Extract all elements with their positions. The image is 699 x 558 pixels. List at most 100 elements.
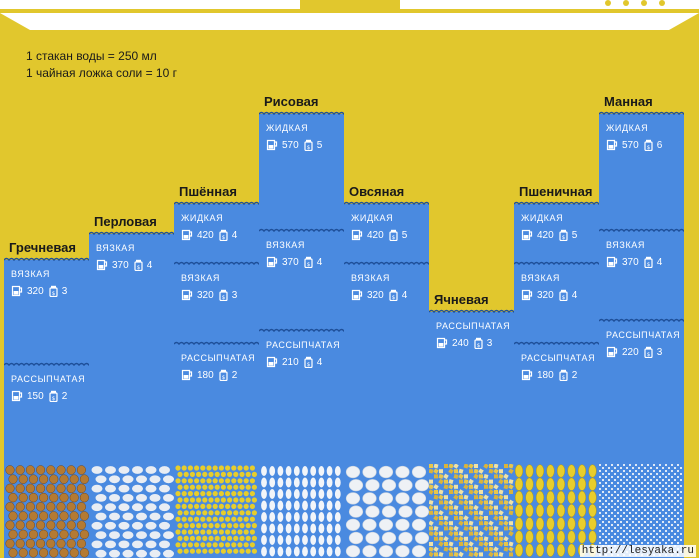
consistency-label: ЖИДКАЯ: [351, 213, 394, 223]
grain-texture: [174, 464, 259, 558]
water-amount: 180: [197, 369, 214, 381]
measuring-jug-icon: [266, 356, 278, 368]
consistency-label: ВЯЗКАЯ: [181, 273, 220, 283]
svg-text:$: $: [391, 235, 395, 241]
wave-line: [599, 318, 684, 324]
measuring-jug-icon: [351, 229, 363, 241]
salt-amount: 4: [316, 256, 323, 268]
wave-line: [599, 228, 684, 234]
salt-amount: 3: [656, 346, 663, 358]
wave-line: [344, 261, 429, 267]
wave-line: [174, 201, 259, 207]
water-amount: 320: [367, 289, 384, 301]
measuring-jug-icon: [606, 256, 618, 268]
proportions-row: 220 $3: [606, 345, 667, 359]
column-title: Ячневая: [434, 292, 489, 307]
consistency-label: РАССЫПЧАТАЯ: [521, 353, 596, 363]
salt-amount: 4: [571, 289, 578, 301]
column-title: Перловая: [94, 214, 157, 229]
column-title: Рисовая: [264, 94, 319, 109]
consistency-label: РАССЫПЧАТАЯ: [606, 330, 681, 340]
measuring-jug-icon: [181, 289, 193, 301]
measuring-jug-icon: [96, 259, 108, 271]
salt-amount: 4: [146, 259, 153, 271]
measuring-jug-icon: [351, 289, 363, 301]
water-amount: 210: [282, 356, 299, 368]
consistency-label: РАССЫПЧАТАЯ: [266, 340, 341, 350]
svg-text:$: $: [561, 295, 565, 301]
salt-shaker-icon: $: [389, 229, 398, 241]
wave-line: [259, 111, 344, 117]
svg-text:$: $: [306, 262, 310, 268]
consistency-label: ВЯЗКАЯ: [351, 273, 390, 283]
column-title: Манная: [604, 94, 653, 109]
wave-line: [514, 201, 599, 207]
proportions-row: 180 $2: [181, 368, 242, 382]
salt-amount: 5: [571, 229, 578, 241]
svg-text:$: $: [476, 343, 480, 349]
porridge-column: ЖИДКАЯ 570 $5 ВЯЗКАЯ 370 $4 РАССЫПЧАТАЯ 210 $4: [259, 111, 344, 558]
grain-texture: [599, 464, 684, 558]
measuring-jug-icon: [436, 337, 448, 349]
salt-shaker-icon: $: [304, 356, 313, 368]
wave-line: [174, 341, 259, 347]
salt-shaker-icon: $: [49, 390, 58, 402]
consistency-label: ВЯЗКАЯ: [606, 240, 645, 250]
proportions-row: 320 $4: [351, 288, 412, 302]
proportions-row: 210 $4: [266, 355, 327, 369]
salt-amount: 4: [316, 356, 323, 368]
salt-shaker-icon: $: [474, 337, 483, 349]
porridge-column: ВЯЗКАЯ 370 $4: [89, 231, 174, 558]
porridge-column: ЖИДКАЯ 420 $5 ВЯЗКАЯ 320 $4: [344, 201, 430, 558]
proportions-row: 180 $2: [521, 368, 582, 382]
wave-line: [259, 328, 344, 334]
measuring-jug-icon: [266, 256, 278, 268]
svg-text:$: $: [391, 295, 395, 301]
water-amount: 420: [367, 229, 384, 241]
svg-text:$: $: [646, 262, 650, 268]
measuring-jug-icon: [181, 369, 193, 381]
svg-text:$: $: [646, 145, 650, 151]
water-amount: 320: [27, 285, 44, 297]
proportions-row: 320 $3: [11, 284, 72, 298]
wave-line: [4, 362, 89, 368]
measuring-jug-icon: [181, 229, 193, 241]
svg-text:$: $: [306, 145, 310, 151]
wave-line: [429, 309, 514, 315]
salt-shaker-icon: $: [644, 256, 653, 268]
salt-amount: 2: [61, 390, 68, 402]
salt-shaker-icon: $: [559, 289, 568, 301]
svg-text:$: $: [646, 352, 650, 358]
proportions-row: 370 $4: [266, 255, 327, 269]
wave-line: [174, 261, 259, 267]
proportions-row: 150 $2: [11, 389, 72, 403]
grain-texture: [259, 464, 344, 558]
proportions-row: 320 $4: [521, 288, 582, 302]
proportions-row: 420 $5: [521, 228, 582, 242]
salt-amount: 4: [401, 289, 408, 301]
salt-amount: 3: [61, 285, 68, 297]
porridge-column: РАССЫПЧАТАЯ 240 $3: [428, 309, 514, 558]
salt-shaker-icon: $: [644, 346, 653, 358]
salt-shaker-icon: $: [49, 285, 58, 297]
legend-salt: 1 чайная ложка соли = 10 г: [26, 66, 177, 80]
porridge-column: ЖИДКАЯ 420 $5 ВЯЗКАЯ 320 $4 РАССЫПЧАТАЯ 180 $2: [514, 201, 599, 558]
proportions-row: 570 $6: [606, 138, 667, 152]
consistency-label: РАССЫПЧАТАЯ: [436, 321, 511, 331]
consistency-label: ВЯЗКАЯ: [96, 243, 135, 253]
svg-text:$: $: [51, 291, 55, 297]
salt-shaker-icon: $: [559, 229, 568, 241]
measuring-jug-icon: [521, 289, 533, 301]
salt-shaker-icon: $: [304, 139, 313, 151]
measuring-jug-icon: [521, 229, 533, 241]
wave-line: [514, 261, 599, 267]
water-amount: 320: [537, 289, 554, 301]
proportions-row: 420 $5: [351, 228, 412, 242]
wave-line: [344, 201, 429, 207]
water-amount: 240: [452, 337, 469, 349]
salt-amount: 2: [571, 369, 578, 381]
grain-texture: [89, 464, 174, 558]
svg-text:$: $: [221, 295, 225, 301]
consistency-label: РАССЫПЧАТАЯ: [181, 353, 256, 363]
